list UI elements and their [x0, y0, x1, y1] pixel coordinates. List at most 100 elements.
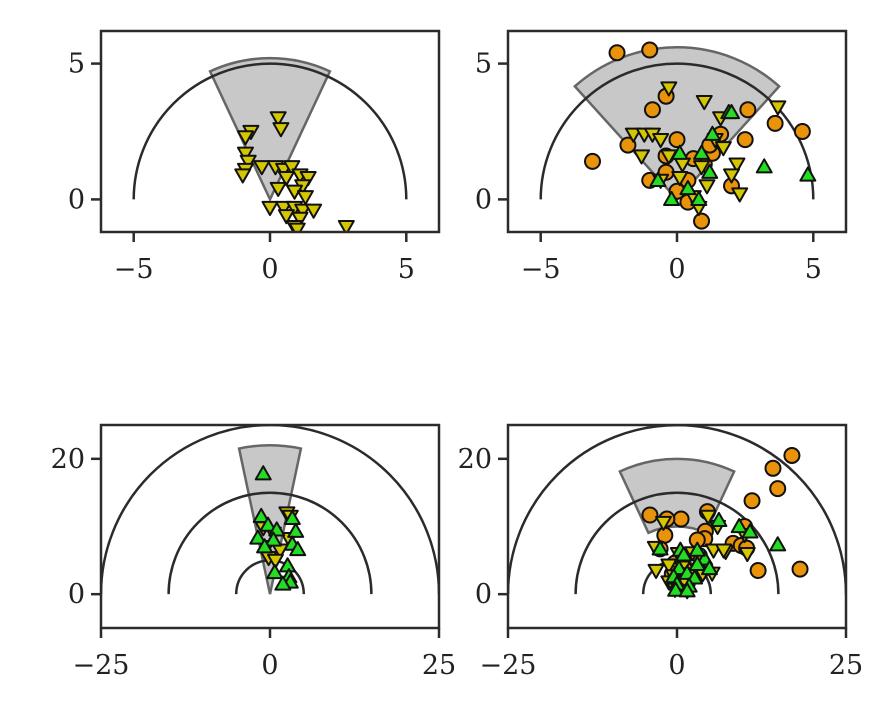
x-tick-label: 0 [668, 254, 685, 285]
data-point-circle [791, 560, 809, 578]
data-point-triangle-down [283, 160, 301, 176]
data-point-circle [584, 152, 601, 170]
data-point-triangle-down [299, 171, 317, 187]
data-point-triangle-up [703, 125, 721, 141]
x-tick-label: 5 [805, 254, 822, 285]
data-point-triangle-up [701, 163, 719, 179]
data-point-circle [619, 136, 637, 154]
data-point-triangle-up [700, 559, 718, 576]
data-point-triangle-up [274, 575, 292, 591]
data-point-triangle-up [254, 465, 272, 481]
data-point-circle [743, 492, 761, 510]
data-point-triangle-up [663, 190, 681, 207]
data-point-triangle-up [259, 516, 277, 532]
range-ring [508, 425, 846, 595]
data-point-triangle-up [287, 522, 305, 538]
x-tick-label: −25 [73, 650, 130, 681]
data-point-triangle-up [688, 541, 706, 557]
data-point-circle [641, 506, 659, 524]
data-point-triangle-down [239, 154, 257, 170]
data-point-triangle-up [723, 103, 741, 120]
plot-area [132, 56, 408, 232]
data-point-triangle-down [738, 546, 756, 563]
data-point-circle [643, 101, 661, 119]
x-tick-label: −5 [114, 254, 154, 285]
data-point-triangle-down [272, 122, 290, 138]
data-point-triangle-down [714, 141, 732, 157]
data-point-triangle-up [675, 546, 693, 562]
data-point-triangle-down [652, 133, 670, 149]
data-point-circle [736, 131, 754, 149]
data-point-triangle-down [275, 200, 293, 217]
data-point-triangle-down [288, 222, 306, 232]
x-tick-label: 0 [261, 254, 278, 285]
y-tick-label: 5 [475, 49, 492, 80]
data-point-circle [693, 212, 711, 230]
data-point-triangle-down [291, 211, 309, 227]
data-point-triangle-down [277, 171, 295, 187]
data-point-triangle-down [633, 149, 651, 165]
data-point-triangle-up [289, 541, 307, 557]
data-point-circle [766, 114, 784, 132]
data-point-triangle-up [688, 555, 706, 572]
data-point-triangle-down [337, 219, 355, 232]
data-point-triangle-up [256, 538, 274, 554]
data-point-triangle-up [769, 536, 787, 552]
x-tick-label: 25 [422, 650, 456, 681]
data-point-triangle-up [741, 523, 759, 539]
range-ring [574, 491, 780, 595]
data-point-triangle-down [693, 160, 711, 176]
data-point-triangle-up [755, 158, 773, 174]
data-point-triangle-down [731, 187, 749, 203]
data-point-triangle-down [769, 100, 787, 116]
range-ring [132, 62, 408, 200]
data-point-triangle-up [679, 180, 697, 196]
data-point-circle [668, 131, 686, 149]
data-point-triangle-down [715, 543, 733, 559]
x-tick-label: 0 [668, 650, 685, 681]
data-point-triangle-down [296, 190, 314, 206]
data-point-triangle-up [667, 581, 685, 597]
data-point-triangle-up [279, 557, 297, 573]
data-point-triangle-down [253, 160, 271, 176]
data-point-triangle-up [649, 171, 667, 188]
data-point-circle [764, 459, 782, 477]
panel-top-left: −5 0 5 0 5 [68, 29, 441, 285]
plot-area [101, 425, 439, 595]
data-point-triangle-down [277, 209, 295, 225]
fov-wedge [573, 46, 781, 202]
data-point-triangle-down [624, 127, 642, 143]
plot-area [539, 41, 817, 230]
data-point-triangle-up [799, 166, 817, 182]
data-point-triangle-down [698, 179, 716, 195]
data-point-triangle-down [660, 558, 678, 574]
data-point-triangle-up [671, 144, 689, 160]
x-tick-label: 0 [261, 650, 278, 681]
y-tick-label: 0 [475, 579, 492, 610]
data-point-triangle-down [266, 553, 284, 569]
data-point-circle [749, 561, 767, 579]
data-point-triangle-down [728, 157, 746, 173]
data-point-triangle-up [730, 518, 748, 534]
data-point-triangle-up [678, 582, 696, 598]
data-point-circle [608, 44, 626, 62]
range-ring [167, 491, 373, 595]
plot-area [508, 425, 846, 600]
data-point-triangle-down [236, 130, 254, 146]
x-tick-label: −25 [480, 650, 537, 681]
data-point-triangle-up [690, 190, 708, 207]
data-point-triangle-down [269, 111, 287, 127]
x-tick-label: −5 [521, 254, 561, 285]
y-tick-label: 0 [475, 184, 492, 215]
y-tick-label: 5 [68, 49, 85, 80]
data-point-triangle-up [252, 507, 270, 523]
data-point-triangle-down [660, 81, 678, 97]
data-point-circle [672, 510, 690, 528]
data-point-circle [793, 123, 811, 140]
panel-bottom-right: −25 0 25 0 20 [458, 423, 863, 681]
data-point-triangle-up [266, 564, 284, 580]
data-point-triangle-up [710, 511, 728, 528]
y-tick-label: 20 [51, 444, 85, 475]
data-point-triangle-up [693, 144, 711, 160]
